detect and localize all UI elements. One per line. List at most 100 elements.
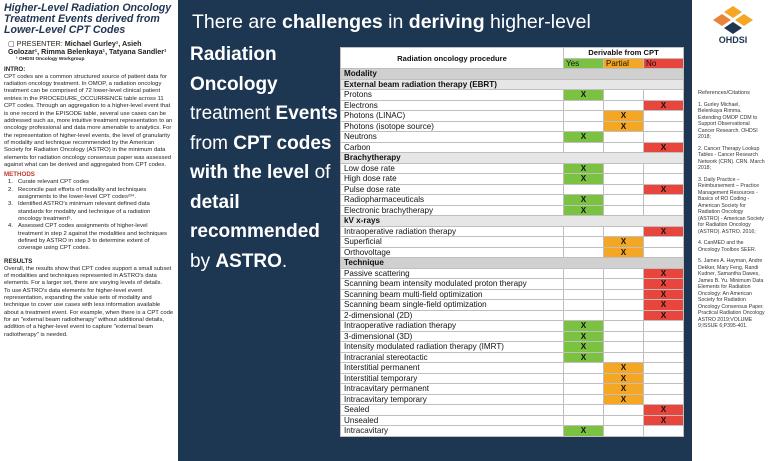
derivable-cell: X xyxy=(563,89,604,101)
presenter: ▢ PRESENTER: Michael Gurley¹, Asieh Golo… xyxy=(8,38,167,57)
procedure-cell: Protons xyxy=(340,89,564,101)
method-number: 2. xyxy=(8,186,13,193)
affiliation: ¹ OHDSI Oncology Workgroup xyxy=(16,56,85,62)
derivable-cell xyxy=(563,383,604,395)
derivable-cell xyxy=(643,393,684,405)
procedure-cell: Electronic brachytherapy xyxy=(340,204,564,216)
row-heading: Modality xyxy=(340,68,684,80)
derivable-cell: X xyxy=(643,414,684,426)
derivable-cell xyxy=(563,404,604,416)
table-row: Scanning beam intensity modulated proton… xyxy=(340,278,684,290)
derivable-cell xyxy=(643,89,684,101)
right-column: OHDSI References/Citations 1. Gurley Mic… xyxy=(692,0,768,461)
headline-part: Events xyxy=(275,103,338,124)
procedure-cell: Scanning beam single-field optimization xyxy=(340,299,564,311)
headline-part: in xyxy=(382,11,409,33)
table-row: Unsealed X xyxy=(340,414,684,426)
procedure-cell: Intraoperative radiation therapy xyxy=(340,225,564,237)
table-row: Intracavitary temporary X xyxy=(340,393,684,405)
derivable-cell: X xyxy=(603,393,644,405)
method-text: Curate relevant CPT codes xyxy=(18,179,89,186)
derivable-cell xyxy=(643,120,684,132)
procedure-cell: Passive scattering xyxy=(340,267,564,279)
procedure-cell: 2-dimensional (2D) xyxy=(340,309,564,321)
derivable-cell xyxy=(603,309,644,321)
subheader-cell: No xyxy=(643,57,684,69)
header-cell: Radiation oncology procedure xyxy=(340,47,564,69)
table-row: Intraoperative radiation therapy X xyxy=(340,225,684,237)
table-row: Photons (LINAC) X xyxy=(340,110,684,122)
table-row: Superficial X xyxy=(340,236,684,248)
headline-part: by xyxy=(190,250,216,272)
derivable-cell xyxy=(563,267,604,279)
derivable-cell xyxy=(643,330,684,342)
derivable-cell xyxy=(643,194,684,206)
derivable-cell xyxy=(563,393,604,405)
derivable-cell: X xyxy=(643,404,684,416)
procedure-cell: Interstitial temporary xyxy=(340,372,564,384)
procedure-cell: Intensity modulated radiation therapy (I… xyxy=(340,341,564,353)
procedure-cell: Scanning beam multi-field optimization xyxy=(340,288,564,300)
row-heading: Brachytherapy xyxy=(340,152,684,164)
table-row: Pulse dose rate X xyxy=(340,183,684,195)
section-row: Modality xyxy=(340,68,684,80)
derivable-cell xyxy=(643,372,684,384)
derivable-cell xyxy=(643,173,684,185)
derivable-cell xyxy=(603,204,644,216)
table-row: Intracavitary X xyxy=(340,425,684,437)
derivable-cell xyxy=(603,414,644,426)
procedure-cell: High dose rate xyxy=(340,173,564,185)
derivable-cell: X xyxy=(563,131,604,143)
table-row: Interstitial permanent X xyxy=(340,362,684,374)
results-text: Overall, the results show that CPT codes… xyxy=(4,266,174,339)
procedure-cell: Pulse dose rate xyxy=(340,183,564,195)
derivable-cell xyxy=(603,404,644,416)
derivable-cell xyxy=(603,288,644,300)
main-panel: There are challenges in deriving higher-… xyxy=(178,0,692,461)
derivable-cell xyxy=(563,299,604,311)
row-heading: Technique xyxy=(340,257,684,269)
header-row: Radiation oncology procedure Derivable fr… xyxy=(340,47,684,69)
procedure-cell: Photons (isotope source) xyxy=(340,120,564,132)
table-row: High dose rate X xyxy=(340,173,684,185)
derivable-cell: X xyxy=(563,341,604,353)
reference: 3. Daily Practice – Reimbursement – Prac… xyxy=(698,176,765,235)
reference: 1. Gurley Michael, Belenkaya Rimma. Exte… xyxy=(698,101,758,141)
procedure-cell: Electrons xyxy=(340,99,564,111)
derivable-cell xyxy=(643,246,684,258)
table-row: Intracranial stereotactic X xyxy=(340,351,684,363)
procedure-cell: Superficial xyxy=(340,236,564,248)
left-column: Higher-Level Radiation Oncology Treatmen… xyxy=(0,0,178,461)
derivable-cell: X xyxy=(563,320,604,332)
derivable-cell xyxy=(643,110,684,122)
derivable-cell xyxy=(643,320,684,332)
derivable-cell xyxy=(563,236,604,248)
derivable-cell: X xyxy=(563,330,604,342)
subheader-cell: Yes xyxy=(563,57,604,69)
derivable-cell: X xyxy=(643,299,684,311)
derivable-cell xyxy=(563,278,604,290)
references: 1. Gurley Michael, Belenkaya Rimma. Exte… xyxy=(698,102,765,330)
derivable-cell xyxy=(603,194,644,206)
methods-list: 1. Curate relevant CPT codes 2. Reconcile p… xyxy=(4,179,174,252)
derivable-cell: X xyxy=(643,267,684,279)
table-row: Low dose rate X xyxy=(340,162,684,174)
subheader-cell: Partial xyxy=(603,57,644,69)
derivable-cell: X xyxy=(643,225,684,237)
derivable-cell: X xyxy=(563,194,604,206)
table-row: Neutrons X xyxy=(340,131,684,143)
table-row: Scanning beam single-field optimization X xyxy=(340,299,684,311)
headline-part: from xyxy=(190,132,234,154)
headline-part: of xyxy=(314,162,336,183)
method-text: Identified ASTRO's minimum relevant defi… xyxy=(18,201,151,222)
method-item: 3. Identified ASTRO's minimum relevant de… xyxy=(8,201,174,223)
derivable-cell xyxy=(603,330,644,342)
method-item: 2. Reconcile past efforts of modality and… xyxy=(8,187,174,202)
references-heading: References/Citations xyxy=(698,90,750,96)
headline-part: challenges xyxy=(281,11,383,33)
derivable-cell xyxy=(603,425,644,437)
derivable-cell xyxy=(563,414,604,426)
derivable-cell: X xyxy=(603,372,644,384)
table-row: Radiopharmaceuticals X xyxy=(340,194,684,206)
method-number: 1. xyxy=(8,179,13,186)
